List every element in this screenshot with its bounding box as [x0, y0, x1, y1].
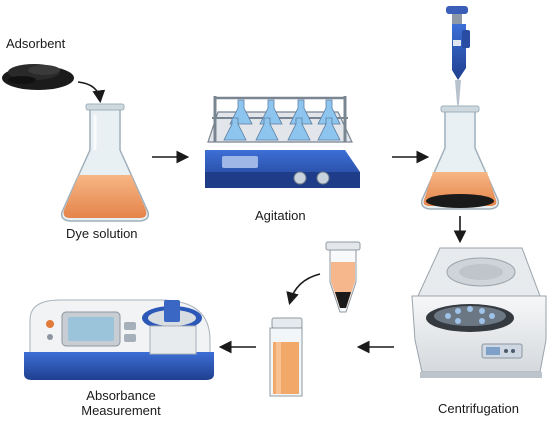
spectrophotometer-icon [24, 299, 214, 380]
shaker-icon [205, 96, 360, 188]
micropipette-icon [446, 6, 470, 118]
dye-flask-icon [60, 103, 150, 222]
label-absorbance-line1: Absorbance [86, 388, 156, 403]
label-absorbance-line2: Measurement [81, 403, 161, 418]
label-agitation: Agitation [255, 208, 306, 223]
label-absorbance-measurement: Absorbance Measurement [66, 388, 176, 418]
cuvette-icon [269, 317, 303, 397]
label-centrifugation: Centrifugation [438, 401, 519, 416]
label-adsorbent: Adsorbent [6, 36, 66, 51]
mixture-flask-icon [420, 105, 500, 210]
centrifuge-icon [411, 247, 547, 378]
centrifuge-tube-icon [325, 241, 361, 313]
adsorbent-powder-icon [2, 64, 74, 90]
tube-to-cuvette-arrow [286, 273, 321, 306]
adsorbent-arrow [77, 81, 106, 104]
label-dye-solution: Dye solution [66, 226, 138, 241]
